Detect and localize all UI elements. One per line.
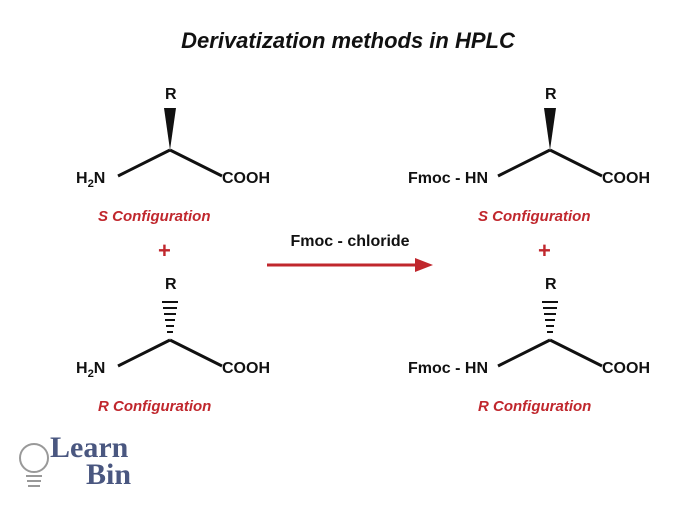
page-title: Derivatization methods in HPLC [0,28,696,54]
r-group-label: R [165,276,177,294]
r-group-label: R [545,276,557,294]
molecule-product-r: R Fmoc - HN COOH [430,280,630,390]
r-group-label: R [165,86,177,104]
reaction-arrow: Fmoc - chloride [265,255,435,295]
molecule-product-s: R Fmoc - HN COOH [430,90,630,200]
molecule-reactant-r: R H2N COOH [70,280,270,390]
caption-r-left: R Configuration [98,398,211,415]
logo-text-bin: Bin [86,461,131,488]
fmoc-group: Fmoc - HN [408,170,488,188]
carboxyl-group: COOH [602,170,650,188]
plus-right: + [538,238,551,264]
reagent-label: Fmoc - chloride [265,233,435,251]
carboxyl-group: COOH [222,170,270,188]
learnbin-logo: Learn Bin [20,434,131,488]
arrow-svg [265,255,435,275]
carboxyl-group: COOH [602,360,650,378]
amino-group: H2N [76,360,105,380]
amino-group: H2N [76,170,105,190]
caption-s-right: S Configuration [478,208,591,225]
plus-left: + [158,238,171,264]
caption-r-right: R Configuration [478,398,591,415]
caption-s-left: S Configuration [98,208,211,225]
r-group-label: R [545,86,557,104]
molecule-reactant-s: R H2N COOH [70,90,270,200]
lightbulb-icon [14,440,54,496]
fmoc-group: Fmoc - HN [408,360,488,378]
carboxyl-group: COOH [222,360,270,378]
logo-text-learn: Learn [50,434,131,461]
amino-text: H2N [76,360,105,377]
amino-text: H2N [76,170,105,187]
